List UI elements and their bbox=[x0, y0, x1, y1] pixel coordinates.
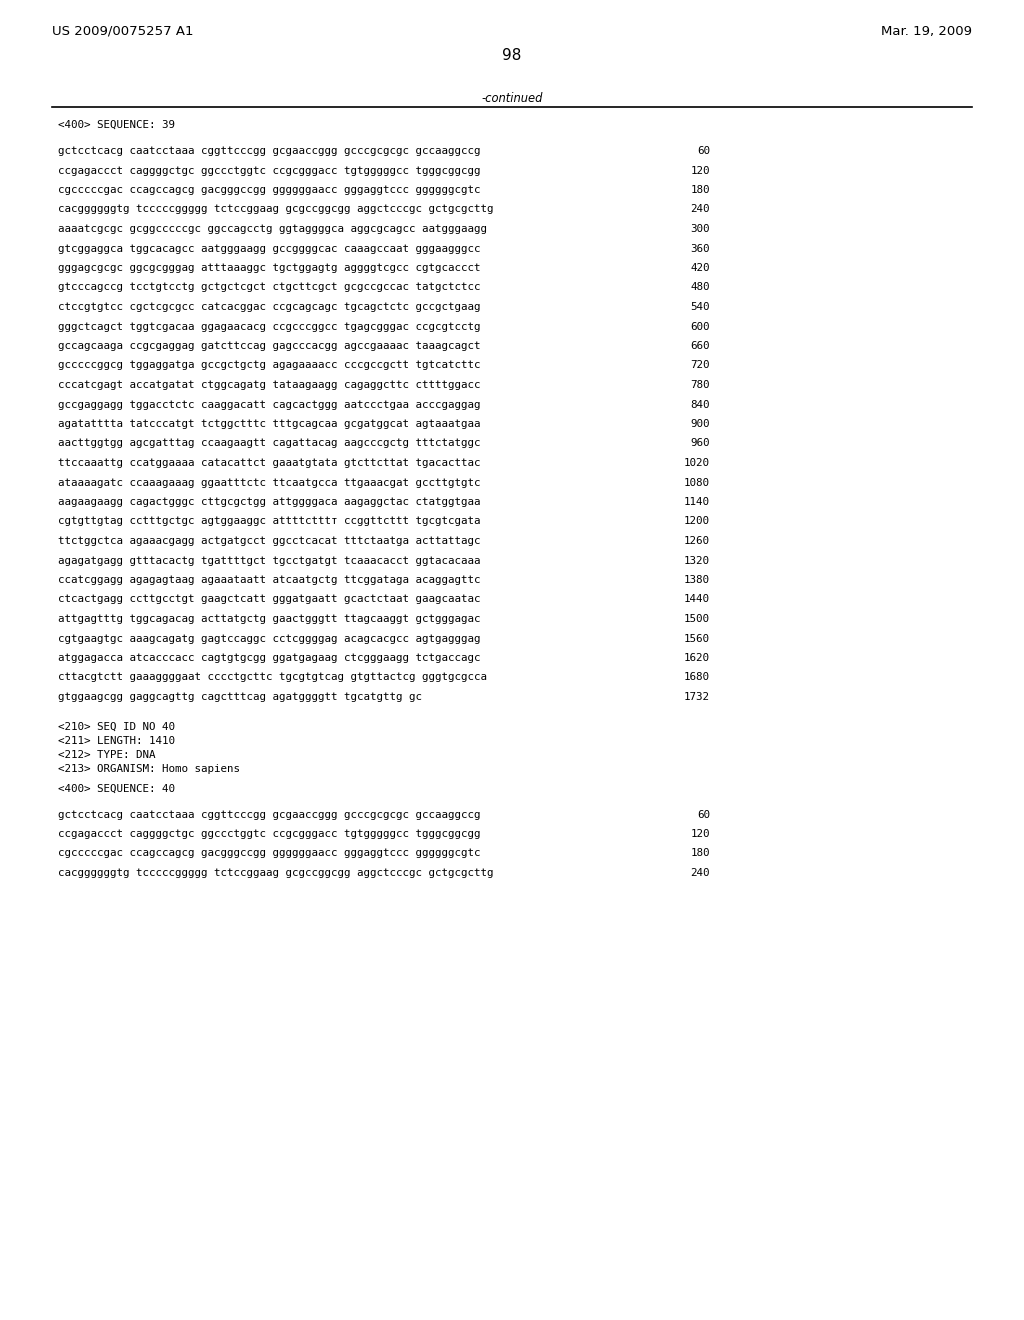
Text: ttccaaattg ccatggaaaa catacattct gaaatgtata gtcttcttat tgacacttac: ttccaaattg ccatggaaaa catacattct gaaatgt… bbox=[58, 458, 480, 469]
Text: 1320: 1320 bbox=[684, 556, 710, 565]
Text: <211> LENGTH: 1410: <211> LENGTH: 1410 bbox=[58, 735, 175, 746]
Text: 300: 300 bbox=[690, 224, 710, 234]
Text: ccgagaccct caggggctgc ggccctggtc ccgcgggacc tgtgggggcc tgggcggcgg: ccgagaccct caggggctgc ggccctggtc ccgcggg… bbox=[58, 829, 480, 840]
Text: cgcccccgac ccagccagcg gacgggccgg ggggggaacc gggaggtccc ggggggcgtc: cgcccccgac ccagccagcg gacgggccgg gggggga… bbox=[58, 185, 480, 195]
Text: cgtgaagtgc aaagcagatg gagtccaggc cctcggggag acagcacgcc agtgagggag: cgtgaagtgc aaagcagatg gagtccaggc cctcggg… bbox=[58, 634, 480, 644]
Text: 360: 360 bbox=[690, 243, 710, 253]
Text: gtcggaggca tggcacagcc aatgggaagg gccggggcac caaagccaat gggaagggcc: gtcggaggca tggcacagcc aatgggaagg gccgggg… bbox=[58, 243, 480, 253]
Text: 1680: 1680 bbox=[684, 672, 710, 682]
Text: gccgaggagg tggacctctc caaggacatt cagcactggg aatccctgaa acccgaggag: gccgaggagg tggacctctc caaggacatt cagcact… bbox=[58, 400, 480, 409]
Text: 1260: 1260 bbox=[684, 536, 710, 546]
Text: gtcccagccg tcctgtcctg gctgctcgct ctgcttcgct gcgccgccac tatgctctcc: gtcccagccg tcctgtcctg gctgctcgct ctgcttc… bbox=[58, 282, 480, 293]
Text: 960: 960 bbox=[690, 438, 710, 449]
Text: -continued: -continued bbox=[481, 92, 543, 106]
Text: cgcccccgac ccagccagcg gacgggccgg ggggggaacc gggaggtccc ggggggcgtc: cgcccccgac ccagccagcg gacgggccgg gggggga… bbox=[58, 849, 480, 858]
Text: 1380: 1380 bbox=[684, 576, 710, 585]
Text: ttctggctca agaaacgagg actgatgcct ggcctcacat tttctaatga acttattagc: ttctggctca agaaacgagg actgatgcct ggcctca… bbox=[58, 536, 480, 546]
Text: 120: 120 bbox=[690, 165, 710, 176]
Text: agagatgagg gtttacactg tgattttgct tgcctgatgt tcaaacacct ggtacacaaa: agagatgagg gtttacactg tgattttgct tgcctga… bbox=[58, 556, 480, 565]
Text: 1620: 1620 bbox=[684, 653, 710, 663]
Text: 120: 120 bbox=[690, 829, 710, 840]
Text: aagaagaagg cagactgggc cttgcgctgg attggggaca aagaggctac ctatggtgaa: aagaagaagg cagactgggc cttgcgctgg attgggg… bbox=[58, 498, 480, 507]
Text: cccatcgagt accatgatat ctggcagatg tataagaagg cagaggcttc cttttggacc: cccatcgagt accatgatat ctggcagatg tataaga… bbox=[58, 380, 480, 389]
Text: Mar. 19, 2009: Mar. 19, 2009 bbox=[881, 25, 972, 38]
Text: aacttggtgg agcgatttag ccaagaagtt cagattacag aagcccgctg tttctatggc: aacttggtgg agcgatttag ccaagaagtt cagatta… bbox=[58, 438, 480, 449]
Text: <210> SEQ ID NO 40: <210> SEQ ID NO 40 bbox=[58, 722, 175, 731]
Text: 1140: 1140 bbox=[684, 498, 710, 507]
Text: gccagcaaga ccgcgaggag gatcttccag gagcccacgg agccgaaaac taaagcagct: gccagcaaga ccgcgaggag gatcttccag gagccca… bbox=[58, 341, 480, 351]
Text: gcccccggcg tggaggatga gccgctgctg agagaaaacc cccgccgctt tgtcatcttc: gcccccggcg tggaggatga gccgctgctg agagaaa… bbox=[58, 360, 480, 371]
Text: <212> TYPE: DNA: <212> TYPE: DNA bbox=[58, 750, 156, 759]
Text: 1080: 1080 bbox=[684, 478, 710, 487]
Text: gggctcagct tggtcgacaa ggagaacacg ccgcccggcc tgagcgggac ccgcgtcctg: gggctcagct tggtcgacaa ggagaacacg ccgcccg… bbox=[58, 322, 480, 331]
Text: cttacgtctt gaaaggggaat cccctgcttc tgcgtgtcag gtgttactcg gggtgcgcca: cttacgtctt gaaaggggaat cccctgcttc tgcgtg… bbox=[58, 672, 487, 682]
Text: <400> SEQUENCE: 39: <400> SEQUENCE: 39 bbox=[58, 120, 175, 129]
Text: 540: 540 bbox=[690, 302, 710, 312]
Text: 240: 240 bbox=[690, 869, 710, 878]
Text: 840: 840 bbox=[690, 400, 710, 409]
Text: 900: 900 bbox=[690, 418, 710, 429]
Text: cacggggggtg tcccccggggg tctccggaag gcgccggcgg aggctcccgc gctgcgcttg: cacggggggtg tcccccggggg tctccggaag gcgcc… bbox=[58, 869, 494, 878]
Text: agatatttta tatcccatgt tctggctttc tttgcagcaa gcgatggcat agtaaatgaa: agatatttta tatcccatgt tctggctttc tttgcag… bbox=[58, 418, 480, 429]
Text: gctcctcacg caatcctaaa cggttcccgg gcgaaccggg gcccgcgcgc gccaaggccg: gctcctcacg caatcctaaa cggttcccgg gcgaacc… bbox=[58, 147, 480, 156]
Text: 180: 180 bbox=[690, 849, 710, 858]
Text: 1500: 1500 bbox=[684, 614, 710, 624]
Text: 780: 780 bbox=[690, 380, 710, 389]
Text: 720: 720 bbox=[690, 360, 710, 371]
Text: gtggaagcgg gaggcagttg cagctttcag agatggggtt tgcatgttg gc: gtggaagcgg gaggcagttg cagctttcag agatggg… bbox=[58, 692, 422, 702]
Text: 180: 180 bbox=[690, 185, 710, 195]
Text: 660: 660 bbox=[690, 341, 710, 351]
Text: 1200: 1200 bbox=[684, 516, 710, 527]
Text: atggagacca atcacccacc cagtgtgcgg ggatgagaag ctcgggaagg tctgaccagc: atggagacca atcacccacc cagtgtgcgg ggatgag… bbox=[58, 653, 480, 663]
Text: gctcctcacg caatcctaaa cggttcccgg gcgaaccggg gcccgcgcgc gccaaggccg: gctcctcacg caatcctaaa cggttcccgg gcgaacc… bbox=[58, 809, 480, 820]
Text: ctccgtgtcc cgctcgcgcc catcacggac ccgcagcagc tgcagctctc gccgctgaag: ctccgtgtcc cgctcgcgcc catcacggac ccgcagc… bbox=[58, 302, 480, 312]
Text: 420: 420 bbox=[690, 263, 710, 273]
Text: ccgagaccct caggggctgc ggccctggtc ccgcgggacc tgtgggggcc tgggcggcgg: ccgagaccct caggggctgc ggccctggtc ccgcggg… bbox=[58, 165, 480, 176]
Text: ccatcggagg agagagtaag agaaataatt atcaatgctg ttcggataga acaggagttc: ccatcggagg agagagtaag agaaataatt atcaatg… bbox=[58, 576, 480, 585]
Text: gggagcgcgc ggcgcgggag atttaaaggc tgctggagtg aggggtcgcc cgtgcaccct: gggagcgcgc ggcgcgggag atttaaaggc tgctgga… bbox=[58, 263, 480, 273]
Text: 480: 480 bbox=[690, 282, 710, 293]
Text: 60: 60 bbox=[697, 147, 710, 156]
Text: 1020: 1020 bbox=[684, 458, 710, 469]
Text: 60: 60 bbox=[697, 809, 710, 820]
Text: 1440: 1440 bbox=[684, 594, 710, 605]
Text: 240: 240 bbox=[690, 205, 710, 214]
Text: <213> ORGANISM: Homo sapiens: <213> ORGANISM: Homo sapiens bbox=[58, 763, 240, 774]
Text: 1732: 1732 bbox=[684, 692, 710, 702]
Text: 1560: 1560 bbox=[684, 634, 710, 644]
Text: cacggggggtg tcccccggggg tctccggaag gcgccggcgg aggctcccgc gctgcgcttg: cacggggggtg tcccccggggg tctccggaag gcgcc… bbox=[58, 205, 494, 214]
Text: <400> SEQUENCE: 40: <400> SEQUENCE: 40 bbox=[58, 784, 175, 793]
Text: attgagtttg tggcagacag acttatgctg gaactgggtt ttagcaaggt gctgggagac: attgagtttg tggcagacag acttatgctg gaactgg… bbox=[58, 614, 480, 624]
Text: cgtgttgtag cctttgctgc agtggaaggc attttctttт ccggttcttt tgcgtcgata: cgtgttgtag cctttgctgc agtggaaggc attttct… bbox=[58, 516, 480, 527]
Text: ataaaagatc ccaaagaaag ggaatttctc ttcaatgcca ttgaaacgat gccttgtgtc: ataaaagatc ccaaagaaag ggaatttctc ttcaatg… bbox=[58, 478, 480, 487]
Text: 600: 600 bbox=[690, 322, 710, 331]
Text: 98: 98 bbox=[503, 48, 521, 63]
Text: ctcactgagg ccttgcctgt gaagctcatt gggatgaatt gcactctaat gaagcaatac: ctcactgagg ccttgcctgt gaagctcatt gggatga… bbox=[58, 594, 480, 605]
Text: US 2009/0075257 A1: US 2009/0075257 A1 bbox=[52, 25, 194, 38]
Text: aaaatcgcgc gcggcccccgc ggccagcctg ggtaggggca aggcgcagcc aatgggaagg: aaaatcgcgc gcggcccccgc ggccagcctg ggtagg… bbox=[58, 224, 487, 234]
